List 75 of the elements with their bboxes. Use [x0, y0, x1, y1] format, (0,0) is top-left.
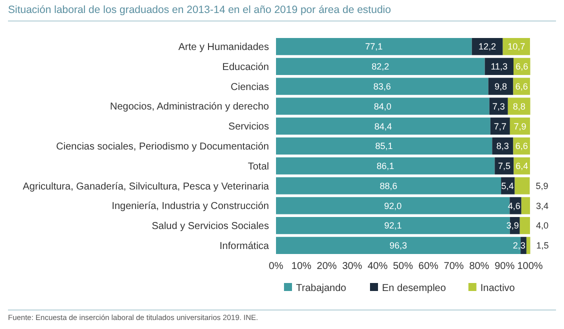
data-label: 84,0 [374, 101, 392, 112]
data-label: 9,8 [494, 81, 508, 92]
data-label: 85,1 [375, 141, 393, 152]
bar [276, 38, 472, 56]
data-label: 6,6 [515, 81, 528, 92]
data-label: 7,7 [494, 121, 506, 132]
data-label: 8,8 [512, 101, 526, 112]
data-label: 4,0 [536, 220, 549, 231]
bar [276, 137, 492, 155]
bar [521, 197, 530, 214]
bar [276, 157, 495, 174]
bar [489, 98, 508, 115]
data-label: 83,6 [373, 81, 391, 92]
data-label: 6,4 [516, 161, 528, 172]
data-label: 1,5 [536, 240, 549, 251]
data-label: 6,6 [515, 141, 528, 152]
y-tick-label: Salud y Servicios Sociales [152, 221, 269, 232]
data-label: 88,6 [380, 180, 398, 191]
bar [526, 236, 530, 254]
bar [276, 78, 488, 95]
x-tick-label: 40% [368, 261, 388, 272]
bar [276, 177, 502, 194]
bar [276, 118, 490, 135]
bar [276, 98, 490, 115]
y-tick-label: Ingeniería, Industria y Construcción [112, 201, 269, 212]
x-tick-label: 50% [392, 261, 414, 272]
x-tick-label: 70% [444, 261, 464, 272]
data-label: 7,5 [498, 161, 510, 172]
y-tick-label: Ciencias sociales, Periodismo y Documentación [56, 142, 269, 152]
data-label: 77,1 [365, 42, 383, 52]
data-label: 96,3 [390, 240, 408, 251]
x-tick-label: 60% [418, 261, 439, 272]
y-tick-label: Educación [222, 62, 269, 73]
data-label: 11,3 [490, 62, 508, 72]
x-tick-label: 0% [268, 261, 284, 272]
data-label: 6,6 [516, 62, 528, 72]
x-tick-label: 100% [517, 261, 543, 272]
data-label: 7,3 [492, 101, 505, 112]
data-label: 7,9 [514, 121, 526, 132]
data-label: 84,4 [374, 121, 392, 132]
legend-label: En desempleo [382, 283, 446, 294]
bar [490, 118, 510, 135]
x-tick-label: 20% [316, 261, 337, 272]
data-label: 12,2 [478, 42, 496, 52]
x-tick-label: 80% [469, 261, 490, 272]
y-tick-label: Ciencias [230, 82, 269, 93]
data-label: 92,0 [384, 200, 402, 211]
y-tick-label: Agricultura, Ganadería, Silvicultura, Pesca y Veterinaria [22, 181, 270, 192]
y-tick-label: Servicios [228, 122, 269, 133]
data-label: 92,1 [384, 220, 402, 231]
chart-title: Situación laboral de los graduados en 2013-14 en el año 2019 por área de estudio [8, 4, 392, 16]
legend-label: Inactivo [480, 283, 516, 294]
y-tick-label: Informática [220, 240, 270, 252]
legend-label: Trabajando [296, 283, 347, 294]
data-label: 5,4 [501, 180, 514, 191]
bar [472, 38, 503, 56]
data-label: 5,9 [536, 180, 548, 191]
x-tick-label: 30% [342, 261, 362, 272]
data-label: 3,4 [536, 200, 549, 211]
bar [508, 98, 530, 115]
data-label: 10,7 [508, 42, 526, 52]
x-tick-label: 10% [291, 261, 312, 272]
bar [276, 58, 485, 75]
data-label: 86,1 [376, 161, 394, 172]
data-label: 8,3 [496, 141, 509, 152]
bar [276, 197, 510, 214]
y-tick-label: Total [248, 161, 269, 172]
bar [514, 177, 530, 194]
x-tick-label: 90% [494, 261, 515, 272]
bar [520, 217, 530, 234]
y-tick-label: Negocios, Administración y derecho [110, 102, 270, 113]
y-tick-label: Arte y Humanidades [178, 42, 269, 54]
data-label: 3,9 [506, 220, 519, 231]
data-label: 82,2 [372, 62, 390, 72]
data-label: 4,6 [508, 200, 520, 211]
